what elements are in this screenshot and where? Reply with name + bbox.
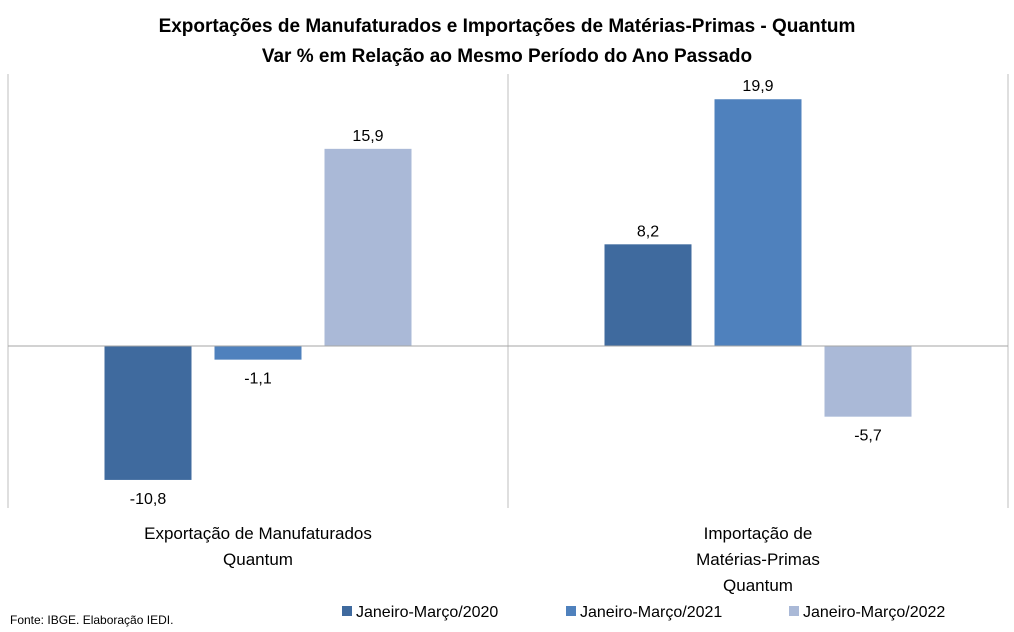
- bar: [324, 148, 412, 346]
- data-label: -5,7: [854, 428, 882, 445]
- data-label: -10,8: [130, 491, 167, 508]
- category-label: Importação de: [704, 524, 813, 543]
- legend-entry: Janeiro-Março/2021: [580, 604, 722, 621]
- category-label: Matérias-Primas: [696, 550, 820, 569]
- chart-title: Exportações de Manufaturados e Importaçõ…: [159, 16, 856, 37]
- bar: [104, 346, 192, 480]
- plot-area: -10,8 -1,1 15,9 Exportação de Manufaturados…: [7, 74, 1009, 595]
- legend-swatch: [789, 606, 799, 616]
- chart-subtitle: Var % em Relação ao Mesmo Período do Ano…: [262, 46, 752, 67]
- data-label: 8,2: [637, 223, 659, 240]
- data-label: -1,1: [244, 371, 272, 388]
- bar: [604, 244, 692, 346]
- category-label: Quantum: [723, 576, 793, 595]
- data-label: 15,9: [352, 128, 383, 145]
- bar: [714, 99, 802, 347]
- legend-entry: Janeiro-Março/2022: [803, 604, 945, 621]
- source-note: Fonte: IBGE. Elaboração IEDI.: [10, 613, 173, 627]
- legend-swatch: [342, 606, 352, 616]
- legend: Janeiro-Março/2020 Janeiro-Março/2021 Jane…: [342, 604, 945, 621]
- category-label: Exportação de Manufaturados: [144, 524, 372, 543]
- legend-entry: Janeiro-Março/2020: [356, 604, 498, 621]
- legend-swatch: [566, 606, 576, 616]
- bar: [214, 346, 302, 360]
- category-label: Quantum: [223, 550, 293, 569]
- bar: [824, 346, 912, 417]
- data-label: 19,9: [742, 78, 773, 95]
